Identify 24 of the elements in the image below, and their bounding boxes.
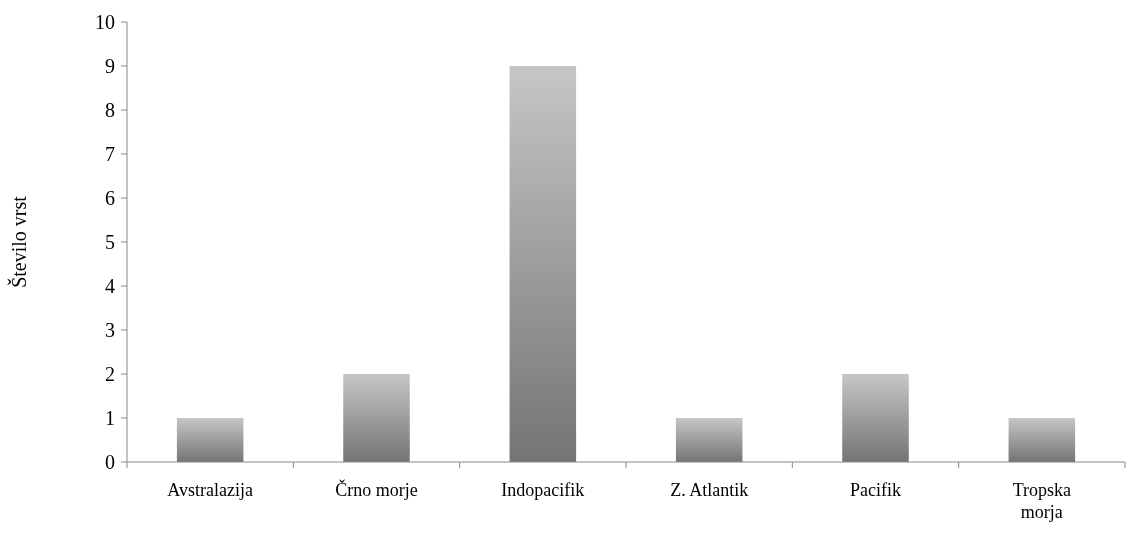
y-tick-label: 3 — [105, 319, 115, 341]
y-tick-label: 2 — [105, 363, 115, 385]
y-tick-label: 9 — [105, 55, 115, 77]
y-tick-label: 4 — [105, 275, 115, 297]
bar — [842, 374, 909, 462]
x-tick-label: Tropska morja — [1012, 480, 1072, 522]
y-tick-label: 10 — [95, 11, 115, 33]
x-tick-label: Z. Atlantik — [670, 480, 749, 500]
y-tick-label: 0 — [105, 451, 115, 473]
x-tick-label: Avstralazija — [167, 480, 253, 500]
y-tick-label: 8 — [105, 99, 115, 121]
y-tick-label: 6 — [105, 187, 115, 209]
x-tick-label: Pacifik — [850, 480, 901, 500]
x-tick-label: Indopacifik — [501, 480, 585, 500]
bar — [343, 374, 410, 462]
bar — [509, 66, 577, 462]
bar — [1008, 418, 1076, 462]
y-tick-label: 7 — [105, 143, 115, 165]
bar — [176, 418, 244, 462]
bar — [675, 418, 743, 462]
y-tick-label: 1 — [105, 407, 115, 429]
y-tick-label: 5 — [105, 231, 115, 253]
x-tick-label: Črno morje — [335, 479, 418, 500]
y-axis-title: Število vrst — [7, 195, 30, 288]
